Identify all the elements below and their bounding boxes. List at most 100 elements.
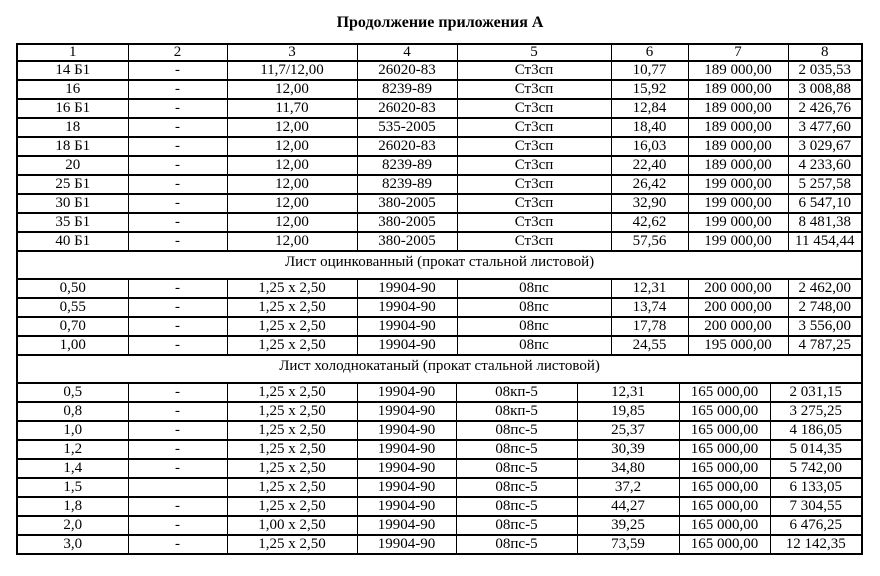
table-cell: - bbox=[127, 335, 228, 356]
table-cell: 1,25 x 2,50 bbox=[226, 382, 358, 403]
table-row: 18 Б1-12,00 26020-83 Ст3сп 16,03 189 000,00 3… bbox=[16, 136, 863, 157]
table-cell: 1,25 x 2,50 bbox=[226, 477, 358, 498]
table-row: 16-12,00 8239-89 Ст3сп 15,92 189 000,00 3 008… bbox=[16, 79, 863, 100]
table-cell: 16 bbox=[16, 79, 129, 100]
table-cell: 199 000,00 bbox=[687, 231, 789, 252]
table-cell: 12,00 bbox=[226, 193, 358, 214]
table-cell: 1,25 x 2,50 bbox=[226, 335, 358, 356]
column-number-7: 7 bbox=[687, 43, 789, 62]
table-cell: 8239-89 bbox=[356, 79, 458, 100]
table-cell: 18 bbox=[16, 117, 129, 138]
table-cell: 40 Б1 bbox=[16, 231, 129, 252]
table-cell: 14 Б1 bbox=[16, 60, 129, 81]
table-cell: 6 133,05 bbox=[769, 477, 863, 498]
table-cell: 37,2 bbox=[576, 477, 680, 498]
table-cell: 18 Б1 bbox=[16, 136, 129, 157]
table-row: 30 Б1-12,00 380-2005 Ст3сп 32,90 199 000,00 6… bbox=[16, 193, 863, 214]
table-cell: Ст3сп bbox=[456, 193, 612, 214]
table-cell: 199 000,00 bbox=[687, 212, 789, 233]
table-cell: - bbox=[127, 401, 228, 422]
appendix-table-rolled-stock: 1 2 3 4 5 6 7 8 14 Б1-11,7/12,00 26020-83… bbox=[16, 43, 863, 252]
table-cell: 32,90 bbox=[610, 193, 689, 214]
table-cell: 1,25 x 2,50 bbox=[226, 420, 358, 441]
table-cell: 380-2005 bbox=[356, 193, 458, 214]
table-cell: 44,27 bbox=[576, 496, 680, 517]
table-cell: 08пс-5 bbox=[455, 420, 578, 441]
table-cell: 19904-90 bbox=[356, 401, 457, 422]
table-cell: 1,0 bbox=[16, 420, 129, 441]
table-row: 14 Б1-11,7/12,00 26020-83 Ст3сп 10,77 189 00… bbox=[16, 60, 863, 81]
table-cell: 189 000,00 bbox=[687, 60, 789, 81]
table-row: 40 Б1-12,00 380-2005 Ст3сп 57,56 199 000,00 1… bbox=[16, 231, 863, 252]
column-number-6: 6 bbox=[610, 43, 689, 62]
table-row: 1,00-1,25 x 2,50 19904-90 08пс 24,55 195 000… bbox=[16, 335, 863, 356]
table-cell: 22,40 bbox=[610, 155, 689, 176]
table-cell: Ст3сп bbox=[456, 231, 612, 252]
table-cell: 08пс-5 bbox=[455, 477, 578, 498]
table-cell: - bbox=[127, 212, 228, 233]
table-cell: 1,25 x 2,50 bbox=[226, 316, 358, 337]
table-cell: 35 Б1 bbox=[16, 212, 129, 233]
table-cell: - bbox=[127, 458, 228, 479]
table-row: 2,0-1,00 x 2,50 19904-90 08пс-5 39,25 165 00… bbox=[16, 515, 863, 536]
table-cell: 19904-90 bbox=[356, 515, 457, 536]
table-cell: 19904-90 bbox=[356, 278, 458, 299]
table-cell: 08кп-5 bbox=[455, 382, 578, 403]
table-cell bbox=[127, 477, 228, 498]
table-cell: 189 000,00 bbox=[687, 136, 789, 157]
table-cell: 12,00 bbox=[226, 174, 358, 195]
table-cell: 12,00 bbox=[226, 136, 358, 157]
table-cell: - bbox=[127, 117, 228, 138]
table-cell: 26020-83 bbox=[356, 136, 458, 157]
table-cell: 165 000,00 bbox=[678, 382, 771, 403]
table-cell: - bbox=[127, 136, 228, 157]
table-cell: 165 000,00 bbox=[678, 496, 771, 517]
table-cell: 1,5 bbox=[16, 477, 129, 498]
table-cell: 4 186,05 bbox=[769, 420, 863, 441]
table-cell: 165 000,00 bbox=[678, 401, 771, 422]
table-row: 18-12,00 535-2005 Ст3сп 18,40 189 000,00 3 47… bbox=[16, 117, 863, 138]
table-cell: 165 000,00 bbox=[678, 477, 771, 498]
table-row: 3,0-1,25 x 2,50 19904-90 08пс-5 73,59 165 00… bbox=[16, 534, 863, 555]
table-row: 25 Б1-12,00 8239-89 Ст3сп 26,42 199 000,00 5 … bbox=[16, 174, 863, 195]
table-cell: 19904-90 bbox=[356, 297, 458, 318]
table-cell: 08пс bbox=[456, 297, 612, 318]
table-cell: 2 748,00 bbox=[787, 297, 863, 318]
table-row: 35 Б1-12,00 380-2005 Ст3сп 42,62 199 000,00 8… bbox=[16, 212, 863, 233]
table-cell: 13,74 bbox=[610, 297, 689, 318]
table-cell: 189 000,00 bbox=[687, 79, 789, 100]
table-cell: 8239-89 bbox=[356, 155, 458, 176]
table-cell: Ст3сп bbox=[456, 60, 612, 81]
table-cell: 42,62 bbox=[610, 212, 689, 233]
table-cell: 25,37 bbox=[576, 420, 680, 441]
table-cell: 24,55 bbox=[610, 335, 689, 356]
table-cell: 12,31 bbox=[576, 382, 680, 403]
table-cell: 20 bbox=[16, 155, 129, 176]
table-cell: - bbox=[127, 231, 228, 252]
table-row: 0,55-1,25 x 2,50 19904-90 08пс 13,74 200 000… bbox=[16, 297, 863, 318]
table-cell: 200 000,00 bbox=[687, 316, 789, 337]
table-cell: 12,00 bbox=[226, 231, 358, 252]
table-cell: 0,50 bbox=[16, 278, 129, 299]
table-cell: 08пс-5 bbox=[455, 534, 578, 555]
table-cell: 6 476,25 bbox=[769, 515, 863, 536]
table-cell: 18,40 bbox=[610, 117, 689, 138]
table-cell: 1,00 x 2,50 bbox=[226, 515, 358, 536]
table-cell: 57,56 bbox=[610, 231, 689, 252]
table-row: 1,4-1,25 x 2,50 19904-90 08пс-5 34,80 165 00… bbox=[16, 458, 863, 479]
table-cell: 1,25 x 2,50 bbox=[226, 401, 358, 422]
table-cell: 26020-83 bbox=[356, 60, 458, 81]
section-header-galvanized: Лист оцинкованный (прокат стальной листо… bbox=[16, 250, 863, 280]
table-cell: Ст3сп bbox=[456, 98, 612, 119]
table-cell: 3,0 bbox=[16, 534, 129, 555]
table-cell: 1,2 bbox=[16, 439, 129, 460]
table-cell: 0,8 bbox=[16, 401, 129, 422]
table-cell: 08пс bbox=[456, 335, 612, 356]
table-cell: 39,25 bbox=[576, 515, 680, 536]
table-cell: 1,00 bbox=[16, 335, 129, 356]
table-cell: 1,25 x 2,50 bbox=[226, 278, 358, 299]
table-cell: Ст3сп bbox=[456, 117, 612, 138]
table-cell: 1,25 x 2,50 bbox=[226, 297, 358, 318]
table-cell: - bbox=[127, 496, 228, 517]
table-cell: 08пс-5 bbox=[455, 496, 578, 517]
